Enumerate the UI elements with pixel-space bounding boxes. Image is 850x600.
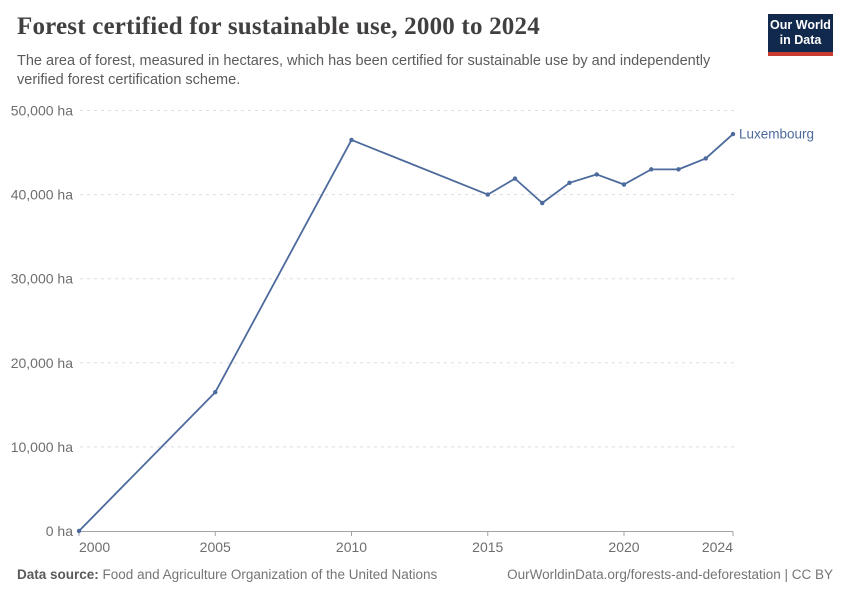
data-point[interactable] bbox=[349, 137, 354, 143]
data-source-value: Food and Agriculture Organization of the… bbox=[102, 567, 438, 582]
x-axis-tick-label: 2020 bbox=[608, 539, 639, 555]
data-point[interactable] bbox=[703, 156, 708, 161]
x-axis-tick-label: 2010 bbox=[336, 539, 367, 555]
trend-line bbox=[78, 133, 734, 532]
x-axis-tick-label: 2005 bbox=[200, 539, 231, 555]
x-axis-tick-label: 2024 bbox=[702, 539, 733, 555]
owid-logo[interactable]: Our World in Data bbox=[768, 14, 833, 56]
data-point[interactable] bbox=[676, 167, 681, 172]
data-point[interactable] bbox=[512, 176, 518, 181]
logo-line-1: Our World bbox=[770, 18, 831, 32]
chart-subtitle: The area of forest, measured in hectares… bbox=[17, 53, 711, 89]
credit-link[interactable]: OurWorldinData.org/forests-and-deforesta… bbox=[507, 567, 833, 582]
data-point[interactable] bbox=[76, 528, 82, 534]
data-point[interactable] bbox=[730, 131, 736, 137]
y-axis-tick-label: 0 ha bbox=[46, 523, 73, 539]
data-point[interactable] bbox=[621, 182, 627, 187]
data-point[interactable] bbox=[485, 192, 490, 197]
chart-footer: Data source: Food and Agriculture Organi… bbox=[17, 567, 833, 582]
data-point[interactable] bbox=[594, 172, 599, 177]
x-axis-tick-label: 2015 bbox=[472, 539, 503, 555]
y-axis-tick-label: 50,000 ha bbox=[11, 103, 73, 119]
data-point[interactable] bbox=[649, 167, 654, 172]
y-axis-tick-label: 20,000 ha bbox=[11, 355, 73, 371]
data-point[interactable] bbox=[540, 200, 545, 206]
data-point[interactable] bbox=[213, 390, 218, 395]
series-label[interactable]: Luxembourg bbox=[739, 127, 814, 142]
page-title: Forest certified for sustainable use, 20… bbox=[17, 13, 540, 40]
data-source: Data source: Food and Agriculture Organi… bbox=[17, 567, 437, 582]
y-axis-tick-label: 10,000 ha bbox=[11, 439, 73, 455]
logo-line-2: in Data bbox=[779, 33, 822, 48]
y-axis-tick-label: 30,000 ha bbox=[11, 271, 73, 287]
y-axis-tick-label: 40,000 ha bbox=[11, 187, 73, 203]
data-point[interactable] bbox=[567, 180, 572, 186]
data-source-label: Data source: bbox=[17, 567, 99, 582]
x-axis-tick-label: 2000 bbox=[79, 539, 110, 555]
